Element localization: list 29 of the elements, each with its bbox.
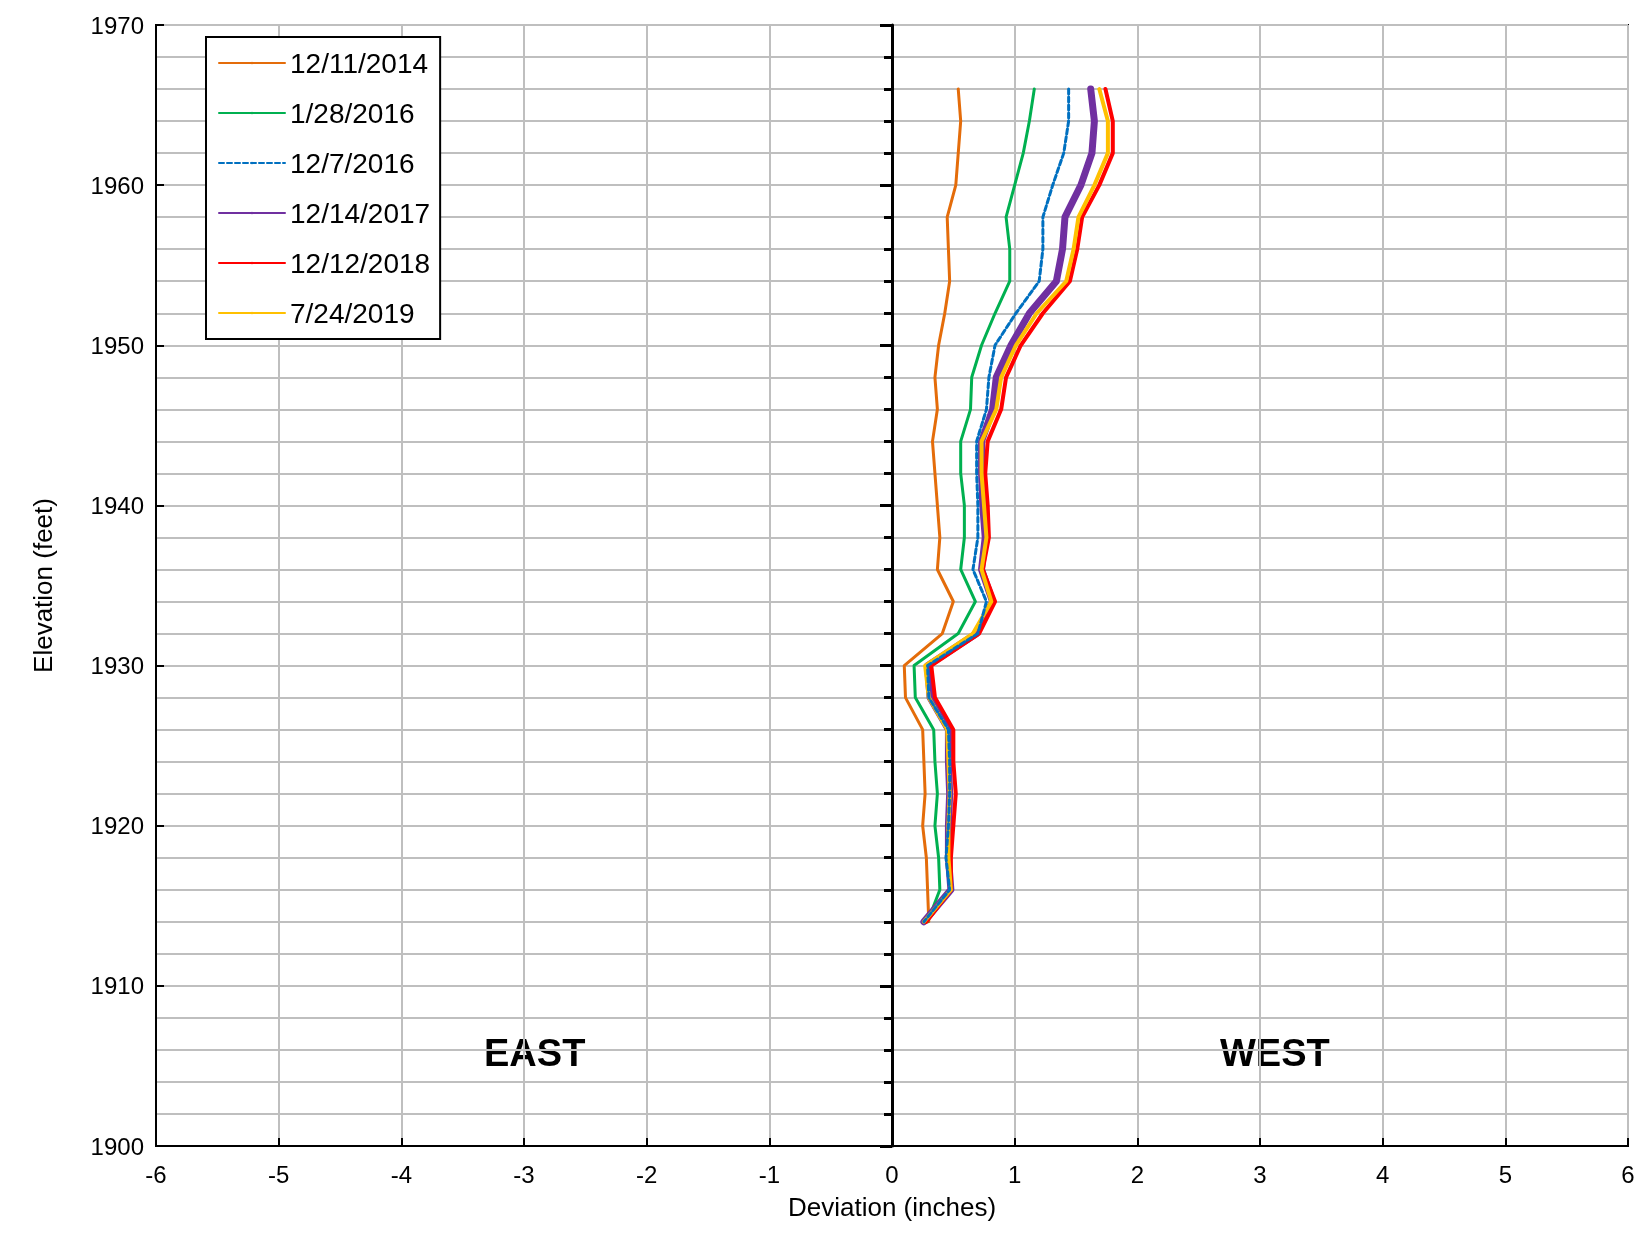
y-tick-label: 1920 — [90, 812, 144, 840]
x-tick-label: -4 — [390, 1160, 413, 1188]
x-tick-label: -1 — [758, 1160, 781, 1188]
legend-label: 12/12/2018 — [290, 247, 431, 279]
legend-label: 7/24/2019 — [290, 297, 415, 329]
y-axis-title: Elevation (feet) — [28, 498, 58, 673]
y-tick-label: 1940 — [90, 491, 144, 519]
x-tick-label: 0 — [885, 1160, 899, 1188]
y-tick-label: 1900 — [90, 1132, 144, 1160]
legend-label: 12/7/2016 — [290, 147, 415, 179]
y-tick-label: 1960 — [90, 171, 144, 199]
legend-label: 12/14/2017 — [290, 197, 431, 229]
y-tick-label: 1910 — [90, 972, 144, 1000]
x-tick-label: 2 — [1130, 1160, 1145, 1188]
x-axis-title: Deviation (inches) — [787, 1192, 997, 1222]
y-tick-label: 1970 — [90, 11, 144, 39]
x-tick-label: -3 — [513, 1160, 535, 1188]
x-tick-label: 4 — [1375, 1160, 1390, 1188]
legend-label: 1/28/2016 — [290, 97, 415, 129]
x-tick-label: 6 — [1621, 1160, 1635, 1188]
y-tick-label: 1930 — [90, 652, 144, 680]
x-tick-label: 1 — [1007, 1160, 1022, 1188]
x-tick-label: 5 — [1498, 1160, 1513, 1188]
x-tick-label: -6 — [145, 1160, 167, 1188]
x-tick-label: -2 — [635, 1160, 658, 1188]
y-tick-label: 1950 — [90, 331, 144, 359]
x-tick-label: -5 — [267, 1160, 290, 1188]
x-tick-label: 3 — [1253, 1160, 1267, 1188]
legend-label: 12/11/2014 — [290, 47, 429, 79]
